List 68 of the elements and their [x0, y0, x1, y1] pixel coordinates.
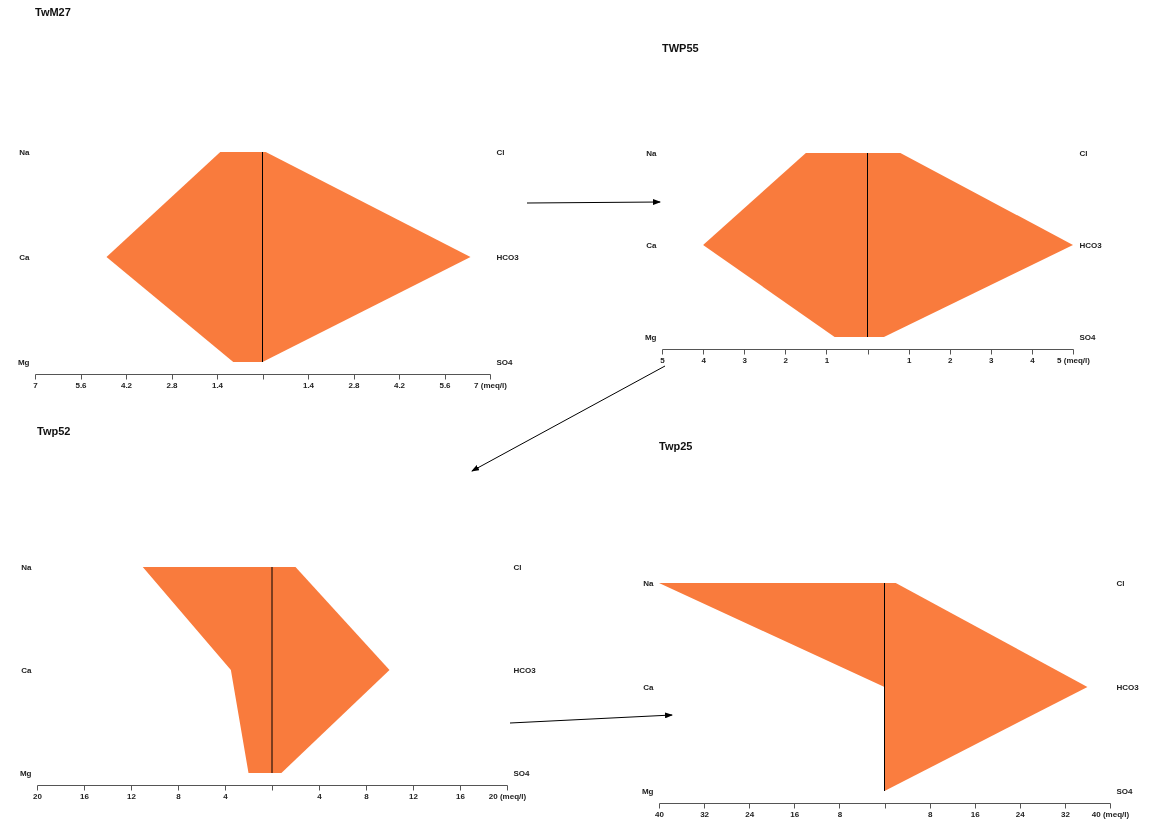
chart-title: TWP55 — [662, 42, 699, 54]
x-tick-label: 3 — [742, 355, 748, 365]
y2-tick-label: HCO3 — [496, 252, 520, 262]
x-tick-label: 24 — [1015, 809, 1026, 819]
x-tick-label: 5.6 — [75, 380, 88, 390]
y-tick-label: Mg — [644, 332, 657, 342]
y-tick-label: Mg — [17, 357, 30, 367]
y2-tick-label: SO4 — [1079, 332, 1097, 342]
chart-title: Twp52 — [37, 425, 71, 437]
x-tick-label: 7 — [33, 380, 39, 390]
x-tick-label: 1 — [824, 355, 830, 365]
y2-tick-label: SO4 — [1116, 786, 1134, 796]
x-tick-label: 8 — [927, 809, 933, 819]
x-tick-label: 1.4 — [302, 380, 315, 390]
y-tick-label: Na — [19, 147, 31, 157]
x-tick-label: 8 — [364, 791, 370, 801]
x-tick-label: 32 — [700, 809, 710, 819]
y2-tick-label: Cl — [1079, 148, 1088, 158]
x-tick-label: 40 — [655, 809, 665, 819]
x-tick-label: 3 — [989, 355, 995, 365]
y2-tick-label: Cl — [1116, 578, 1125, 588]
y2-tick-label: HCO3 — [513, 665, 537, 675]
x-tick-label: 1.4 — [211, 380, 224, 390]
x-tick-label: 7 (meq/l) — [474, 380, 508, 390]
x-tick-label: 5 — [660, 355, 666, 365]
y2-tick-label: Cl — [513, 562, 522, 572]
x-tick-label: 8 — [837, 809, 843, 819]
x-tick-label: 2 — [783, 355, 789, 365]
x-tick-label: 24 — [745, 809, 755, 819]
y-tick-label: Ca — [643, 682, 655, 692]
x-tick-label: 4 — [701, 355, 707, 365]
x-tick-label: 4 — [317, 791, 323, 801]
y-tick-label: Ca — [19, 252, 31, 262]
y2-tick-label: HCO3 — [1116, 682, 1140, 692]
x-tick-label: 2 — [947, 355, 953, 365]
x-tick-label: 40 (meq/l) — [1091, 809, 1130, 819]
y-tick-label: Mg — [641, 786, 654, 796]
x-tick-label: 5 (meq/l) — [1057, 355, 1091, 365]
y-tick-label: Ca — [646, 240, 658, 250]
y-tick-label: Na — [646, 148, 658, 158]
x-tick-label: 20 (meq/l) — [488, 791, 527, 801]
x-tick-label: 16 — [790, 809, 800, 819]
x-tick-label: 5.6 — [439, 380, 452, 390]
x-tick-label: 20 — [33, 791, 43, 801]
x-tick-label: 32 — [1060, 809, 1071, 819]
chart-title: Twp25 — [659, 440, 693, 452]
y2-tick-label: HCO3 — [1079, 240, 1103, 250]
x-tick-label: 2.8 — [166, 380, 179, 390]
x-tick-label: 4 — [223, 791, 229, 801]
chart-title: TwM27 — [35, 6, 71, 18]
y2-tick-label: SO4 — [496, 357, 514, 367]
x-tick-label: 2.8 — [348, 380, 361, 390]
x-tick-label: 12 — [409, 791, 419, 801]
x-tick-label: 12 — [127, 791, 137, 801]
x-tick-label: 1 — [906, 355, 912, 365]
x-tick-label: 4 — [1030, 355, 1036, 365]
y-tick-label: Ca — [21, 665, 33, 675]
y-tick-label: Mg — [19, 768, 32, 778]
x-tick-label: 16 — [970, 809, 981, 819]
y-tick-label: Na — [21, 562, 33, 572]
y2-tick-label: Cl — [496, 147, 505, 157]
x-tick-label: 16 — [456, 791, 466, 801]
x-tick-label: 8 — [176, 791, 182, 801]
y2-tick-label: SO4 — [513, 768, 531, 778]
x-tick-label: 4.2 — [120, 380, 133, 390]
x-tick-label: 4.2 — [393, 380, 406, 390]
x-tick-label: 16 — [80, 791, 90, 801]
y-tick-label: Na — [643, 578, 655, 588]
